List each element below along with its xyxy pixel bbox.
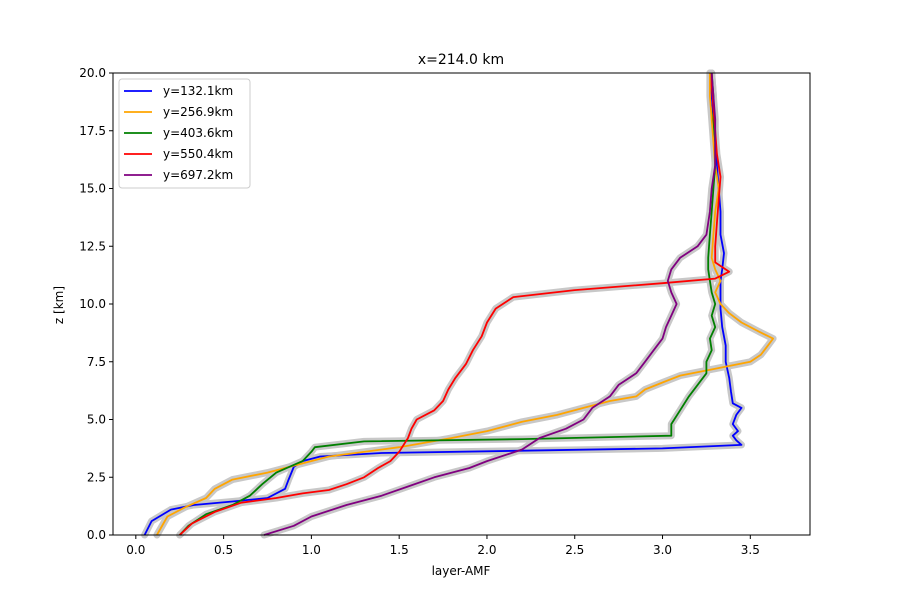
y-tick-label: 10.0 [79, 297, 106, 311]
x-tick-label: 1.5 [390, 543, 409, 557]
series-line-4 [179, 73, 731, 536]
legend-label-1: y=132.1km [163, 84, 233, 98]
y-tick-label: 5.0 [87, 413, 106, 427]
legend-label-3: y=403.6km [163, 126, 233, 140]
x-tick-label: 0.0 [126, 543, 145, 557]
x-tick-label: 0.5 [214, 543, 233, 557]
y-tick-label: 20.0 [79, 66, 106, 80]
legend-box [118, 78, 251, 189]
y-tick-label: 15.0 [79, 182, 106, 196]
legend-label-2: y=256.9km [163, 105, 233, 119]
plot-area-frame [112, 72, 811, 536]
x-tick-label: 3.5 [741, 543, 760, 557]
chart-title: x=214.0 km [418, 52, 504, 68]
y-tick-label: 12.5 [79, 239, 106, 253]
series-line-1 [143, 72, 743, 536]
y-tick-label: 0.0 [87, 528, 106, 542]
series-line-3 [179, 72, 717, 536]
x-tick-label: 1.0 [302, 543, 321, 557]
legend: y=132.1km y=256.9km y=403.6km y=550.4km y=69… [118, 78, 251, 189]
legend-label-4: y=550.4km [163, 147, 233, 161]
legend-label-5: y=697.2km [163, 168, 233, 182]
series-lines [143, 72, 774, 536]
x-axis-ticks: 0.0 0.5 1.0 1.5 2.0 2.5 3.0 3.5 [126, 535, 760, 557]
y-axis-label: z [km] [52, 286, 66, 324]
y-tick-label: 7.5 [87, 355, 106, 369]
x-axis-label: layer-AMF [432, 564, 491, 578]
x-tick-label: 3.0 [653, 543, 672, 557]
y-tick-label: 2.5 [87, 470, 106, 484]
series-line-5 [263, 72, 717, 536]
y-tick-label: 17.5 [79, 124, 106, 138]
x-tick-label: 2.0 [477, 543, 496, 557]
y-axis-ticks: 0.0 2.5 5.0 7.5 10.0 12.5 15.0 17.5 20.0 [79, 66, 113, 542]
x-tick-label: 2.5 [565, 543, 584, 557]
